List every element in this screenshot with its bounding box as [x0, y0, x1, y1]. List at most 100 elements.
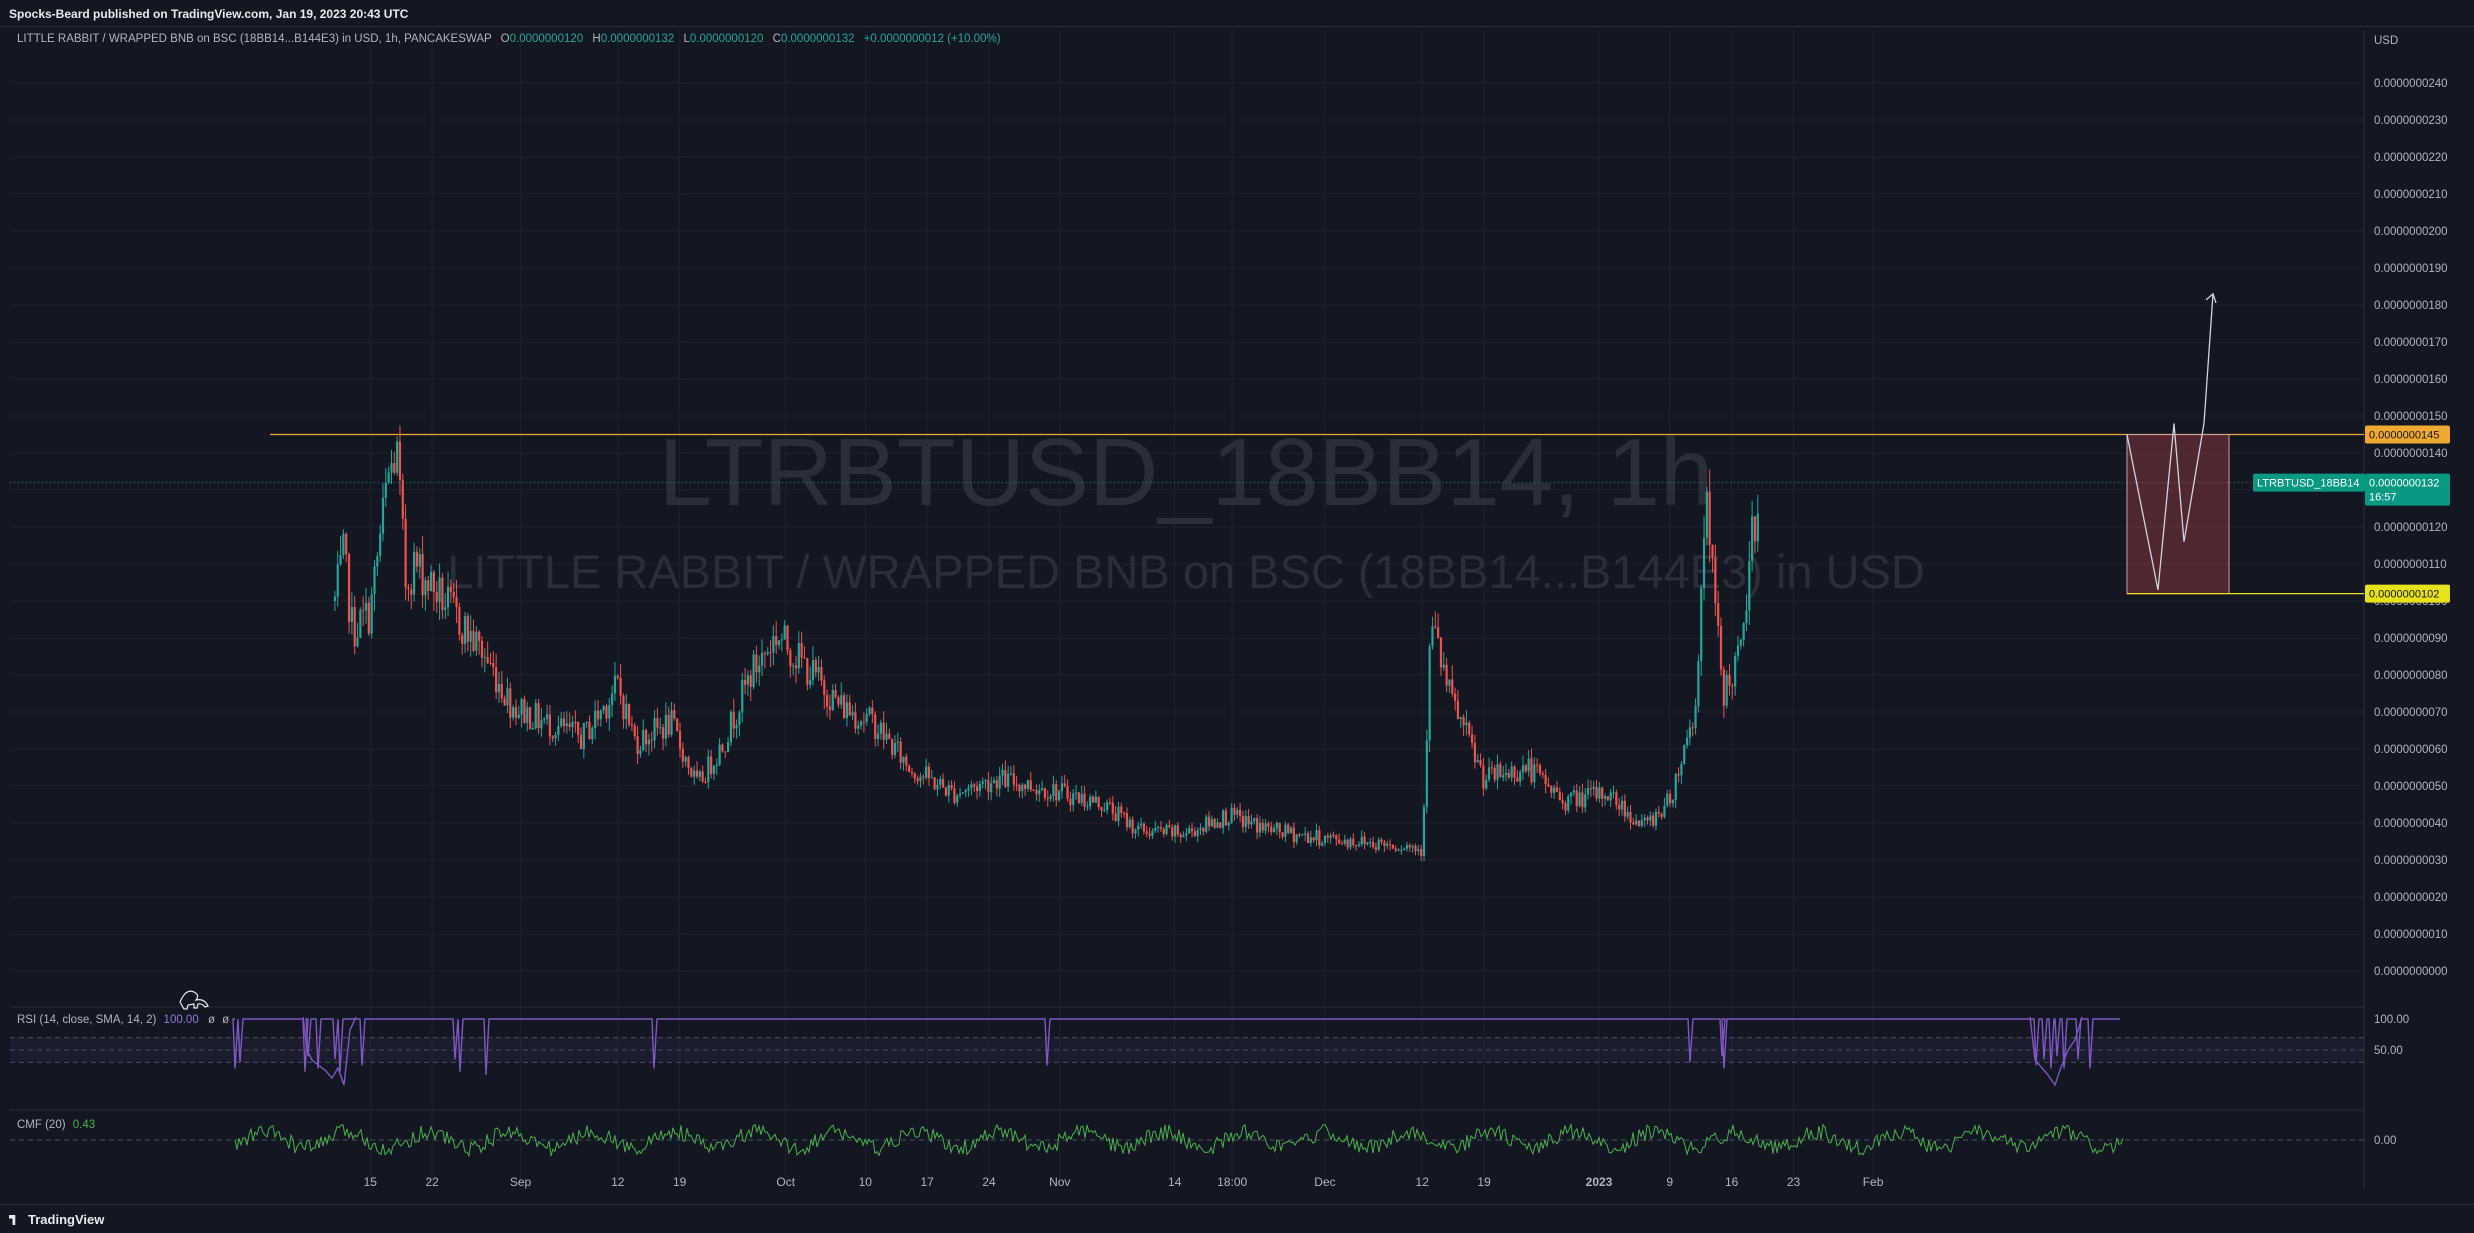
candle-body: [967, 787, 970, 791]
price-tags: 0.0000000145 0.0000000102 LTRBTUSD_18BB14 0…: [2253, 425, 2450, 603]
price-axis[interactable]: USD 0.0000000240 0.0000000230 0.0000000220 0…: [2374, 35, 2448, 1147]
candle-body: [1222, 810, 1225, 828]
candle-body: [1165, 825, 1168, 834]
candle-body: [644, 729, 648, 745]
candle-body: [520, 699, 523, 715]
candle-body: [1521, 765, 1525, 773]
time-tick: 19: [1477, 1175, 1491, 1189]
candle-body: [1541, 773, 1544, 775]
candle-body: [653, 718, 656, 741]
price-tick: 0.0000000140: [2374, 448, 2448, 460]
candle-body: [509, 688, 512, 718]
candle-body: [627, 703, 631, 725]
candle-body: [1425, 740, 1428, 807]
candle-body: [1405, 845, 1409, 849]
candle-body: [1049, 796, 1052, 799]
candle-body: [1702, 537, 1706, 589]
candle-body: [1507, 772, 1510, 778]
candle-body: [1496, 764, 1499, 780]
candle-body: [396, 441, 399, 473]
candle-body: [1685, 737, 1689, 746]
time-tick: 12: [1416, 1175, 1430, 1189]
candle-body: [1230, 807, 1233, 823]
candle-body: [611, 693, 614, 705]
candle-body: [560, 718, 563, 727]
open-value: 0.0000000120: [509, 33, 584, 45]
time-axis[interactable]: 15 22 Sep 12 19 Oct 10 17 24 Nov 14 18:00 Dec 12 19 202…: [364, 1175, 1884, 1189]
candle-body: [659, 727, 662, 729]
candle-body: [1213, 818, 1216, 828]
candle-body: [1239, 809, 1242, 816]
candle-body: [1377, 839, 1380, 850]
candle-body: [1663, 805, 1666, 817]
candle-body: [1284, 824, 1287, 837]
candle-body: [647, 739, 650, 745]
candle-body: [1538, 765, 1542, 774]
candle-body: [577, 721, 580, 735]
candle-body: [438, 577, 441, 603]
candle-body: [724, 751, 727, 753]
candle-body: [794, 665, 798, 669]
drawings[interactable]: [10, 292, 2364, 1010]
candle-body: [1275, 822, 1278, 829]
candle-body: [506, 688, 509, 706]
candle-body: [333, 596, 336, 601]
candle-body: [1728, 674, 1731, 686]
candle-body: [1553, 787, 1556, 793]
candle-body: [1210, 818, 1213, 827]
tradingview-logo[interactable]: TradingView: [9, 1212, 104, 1227]
symbol-tag: LTRBTUSD_18BB14: [2257, 478, 2360, 490]
candle-body: [390, 463, 393, 473]
candle-body: [817, 667, 820, 673]
candle-body: [1578, 792, 1581, 807]
candle-body: [1196, 829, 1199, 837]
candle-body: [1287, 824, 1290, 833]
candle-body: [424, 580, 427, 596]
candle-body: [1516, 777, 1519, 782]
candle-body: [1657, 811, 1660, 814]
candle-body: [1688, 727, 1691, 738]
candle-body: [379, 533, 382, 556]
candle-body: [987, 780, 990, 793]
time-tick: 22: [425, 1175, 439, 1189]
candle-body: [1547, 784, 1550, 787]
candle-body: [1711, 544, 1714, 558]
candle-body: [537, 703, 540, 729]
candle-body: [1219, 822, 1222, 828]
candle-body: [1456, 700, 1460, 720]
candle-body: [1315, 830, 1318, 841]
candle-body: [540, 720, 543, 729]
candle-body: [608, 704, 611, 719]
candle-body: [1572, 790, 1576, 793]
candle-body: [1637, 820, 1641, 826]
candle-body: [681, 748, 684, 762]
time-tick: 2023: [1586, 1175, 1613, 1189]
candle-body: [831, 690, 834, 711]
candle-body: [865, 714, 868, 722]
candle-body: [554, 734, 557, 739]
cmf-legend: CMF (20) 0.43: [17, 1119, 95, 1131]
candle-body: [656, 718, 659, 728]
projection-arrowhead: [2205, 292, 2217, 304]
candle-body: [893, 742, 897, 755]
candle-body: [1386, 843, 1389, 846]
candle-body: [1349, 838, 1352, 848]
candle-body: [1052, 784, 1055, 797]
cmf-label: CMF (20): [17, 1119, 66, 1131]
candle-body: [469, 631, 472, 642]
rsi-extra-2: ø: [222, 1014, 230, 1026]
candle-body: [1462, 717, 1465, 726]
candle-body: [710, 756, 713, 774]
price-tick: 0.0000000210: [2374, 189, 2448, 201]
candle-body: [1103, 810, 1106, 812]
candle-body: [1026, 780, 1030, 789]
candle-body: [1499, 764, 1502, 778]
candle-body: [514, 707, 518, 718]
candle-body: [458, 607, 461, 635]
candle-body: [1598, 787, 1601, 799]
candle-body: [446, 586, 450, 608]
candle-body: [461, 634, 464, 644]
candle-body: [896, 741, 899, 743]
time-tick: Dec: [1314, 1175, 1335, 1189]
